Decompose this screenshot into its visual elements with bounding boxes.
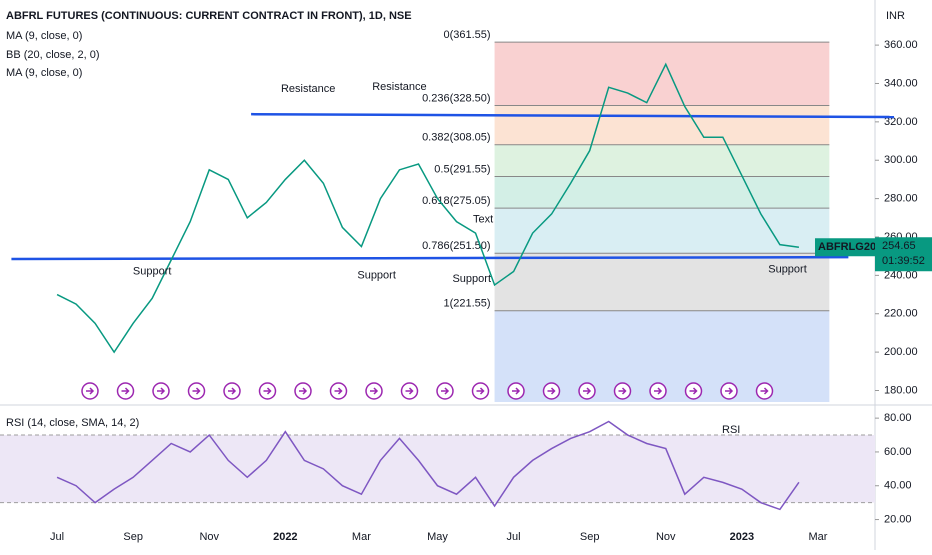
indicator: MA (9, close, 0) <box>6 67 82 79</box>
fib-label: 0.236(328.50) <box>422 92 491 104</box>
x-tick-label: Sep <box>580 531 600 543</box>
x-tick-label: May <box>427 531 448 543</box>
event-icon-arrow <box>334 387 343 395</box>
y-tick-label: 340.00 <box>884 77 918 89</box>
event-icon-arrow <box>86 387 95 395</box>
x-tick-label: 2023 <box>730 531 754 543</box>
event-icon-arrow <box>157 387 166 395</box>
event-icon-arrow <box>654 387 663 395</box>
fib-band <box>494 144 830 177</box>
event-icon-arrow <box>263 387 272 395</box>
event-icon-arrow <box>618 387 627 395</box>
x-tick-label: Jul <box>50 531 64 543</box>
rsi-line <box>56 420 800 511</box>
fib-label: 1(221.55) <box>443 298 490 310</box>
price-tag <box>875 237 932 272</box>
y-tick-label: 220.00 <box>884 308 918 320</box>
y-tick-label: 80.00 <box>884 412 912 424</box>
y-tick-label: 280.00 <box>884 193 918 205</box>
fib-label: 0.382(308.05) <box>422 132 491 144</box>
x-tick-label: Nov <box>199 531 219 543</box>
annotation: Resistance <box>281 83 335 95</box>
y-tick-label: 300.00 <box>884 154 918 166</box>
y-tick-label: 40.00 <box>884 480 912 492</box>
y-tick-label: 200.00 <box>884 346 918 358</box>
y-tick-label: 20.00 <box>884 513 912 525</box>
y-tick-label: 60.00 <box>884 446 912 458</box>
event-icon-arrow <box>689 387 698 395</box>
fib-band <box>494 208 830 254</box>
fib-band <box>494 253 830 311</box>
x-tick-label: Mar <box>808 531 827 543</box>
event-icon-arrow <box>476 387 485 395</box>
fib-label: 0(361.55) <box>443 29 490 41</box>
event-icon-arrow <box>192 387 201 395</box>
event-icon-arrow <box>228 387 237 395</box>
event-icon-arrow <box>725 387 734 395</box>
annotation: Support <box>357 269 396 281</box>
fib-band <box>494 42 830 106</box>
event-icon-arrow <box>299 387 308 395</box>
event-icon-arrow <box>760 387 769 395</box>
rsi-title: RSI (14, close, SMA, 14, 2) <box>6 417 139 429</box>
fib-band <box>494 176 830 209</box>
symbol-tag <box>815 238 875 257</box>
price-tag-label: 254.65 <box>882 240 916 252</box>
symbol-tag-label: ABFRLG2023 <box>818 241 888 253</box>
event-icon-arrow <box>547 387 556 395</box>
fib-label: 0.5(291.55) <box>434 163 490 175</box>
fib-label: 0.786(251.50) <box>422 240 491 252</box>
y-tick-label: 240.00 <box>884 269 918 281</box>
y-tick-label: 320.00 <box>884 116 918 128</box>
event-icon-arrow <box>121 387 130 395</box>
x-tick-label: Sep <box>123 531 143 543</box>
indicator: BB (20, close, 2, 0) <box>6 49 100 61</box>
y-tick-label: 360.00 <box>884 39 918 51</box>
x-tick-label: Nov <box>656 531 676 543</box>
price-line <box>56 62 800 354</box>
x-tick-label: Jul <box>507 531 521 543</box>
event-icon-arrow <box>441 387 450 395</box>
event-icon-arrow <box>512 387 521 395</box>
y-tick-label: 180.00 <box>884 384 918 396</box>
annotation: Support <box>133 265 172 277</box>
rsi-band <box>0 435 875 503</box>
event-icon-arrow <box>405 387 414 395</box>
title: ABFRL FUTURES (CONTINUOUS: CURRENT CONTR… <box>6 10 412 22</box>
event-icon-arrow <box>370 387 379 395</box>
annotation: Resistance <box>372 81 426 93</box>
resistance-line <box>251 112 895 119</box>
annotation: Support <box>452 273 491 285</box>
countdown: 01:39:52 <box>882 255 925 267</box>
x-tick-label: Mar <box>352 531 371 543</box>
marks: 0(361.55) 0.236(328.50) 0.382(308.05) 0.5(2… <box>0 29 932 543</box>
indicator: MA (9, close, 0) <box>6 30 82 42</box>
annotation: Support <box>768 264 807 276</box>
fib-band <box>494 105 830 145</box>
annotation: Text <box>473 214 493 226</box>
rsi-label: RSI <box>722 424 740 436</box>
x-tick-label: 2022 <box>273 531 297 543</box>
fib-label: 0.618(275.05) <box>422 195 491 207</box>
support-line <box>11 255 849 261</box>
y-axis-label: INR <box>886 10 905 22</box>
event-icon-arrow <box>583 387 592 395</box>
